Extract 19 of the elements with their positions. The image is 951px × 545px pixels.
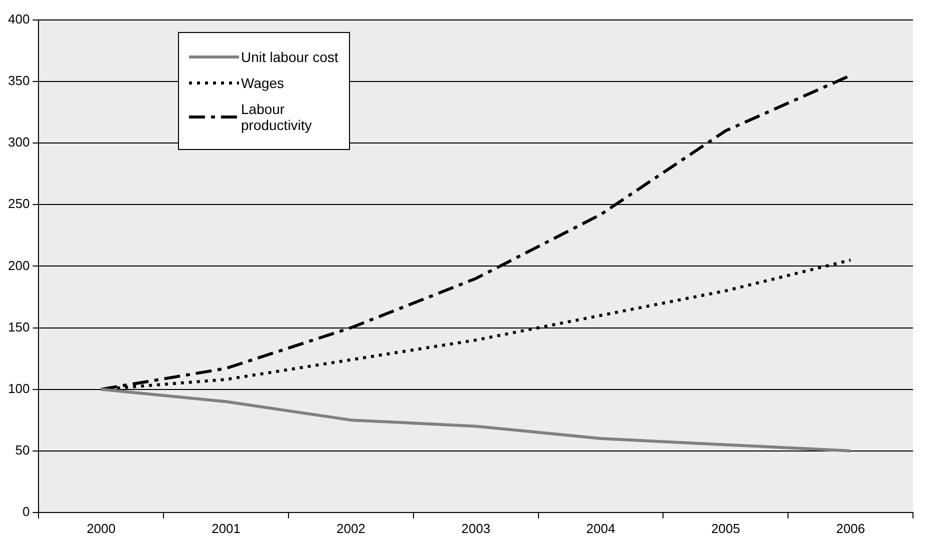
x-tick-label: 2005: [711, 520, 740, 536]
x-tick-label: 2000: [86, 520, 116, 536]
x-tick-label: 2006: [836, 520, 866, 536]
legend-label: Unit labour cost: [241, 49, 338, 65]
legend-label: Labour productivity: [241, 101, 313, 133]
y-tick-label: 100: [8, 380, 30, 396]
y-tick-label: 400: [8, 12, 30, 27]
y-tick-label: 350: [8, 73, 30, 88]
y-tick-label: 150: [8, 319, 30, 334]
x-tick-label: 2003: [461, 520, 490, 536]
y-tick-label: 250: [8, 196, 30, 212]
y-tick-label: 50: [15, 442, 30, 458]
x-tick-label: 2002: [336, 520, 366, 536]
y-tick-label: 300: [8, 134, 30, 150]
legend-label: Wages: [241, 75, 284, 91]
x-tick-label: 2004: [586, 520, 616, 536]
x-tick-label: 2001: [212, 520, 241, 536]
y-tick-label: 0: [22, 504, 30, 519]
y-tick-label: 200: [8, 258, 30, 273]
